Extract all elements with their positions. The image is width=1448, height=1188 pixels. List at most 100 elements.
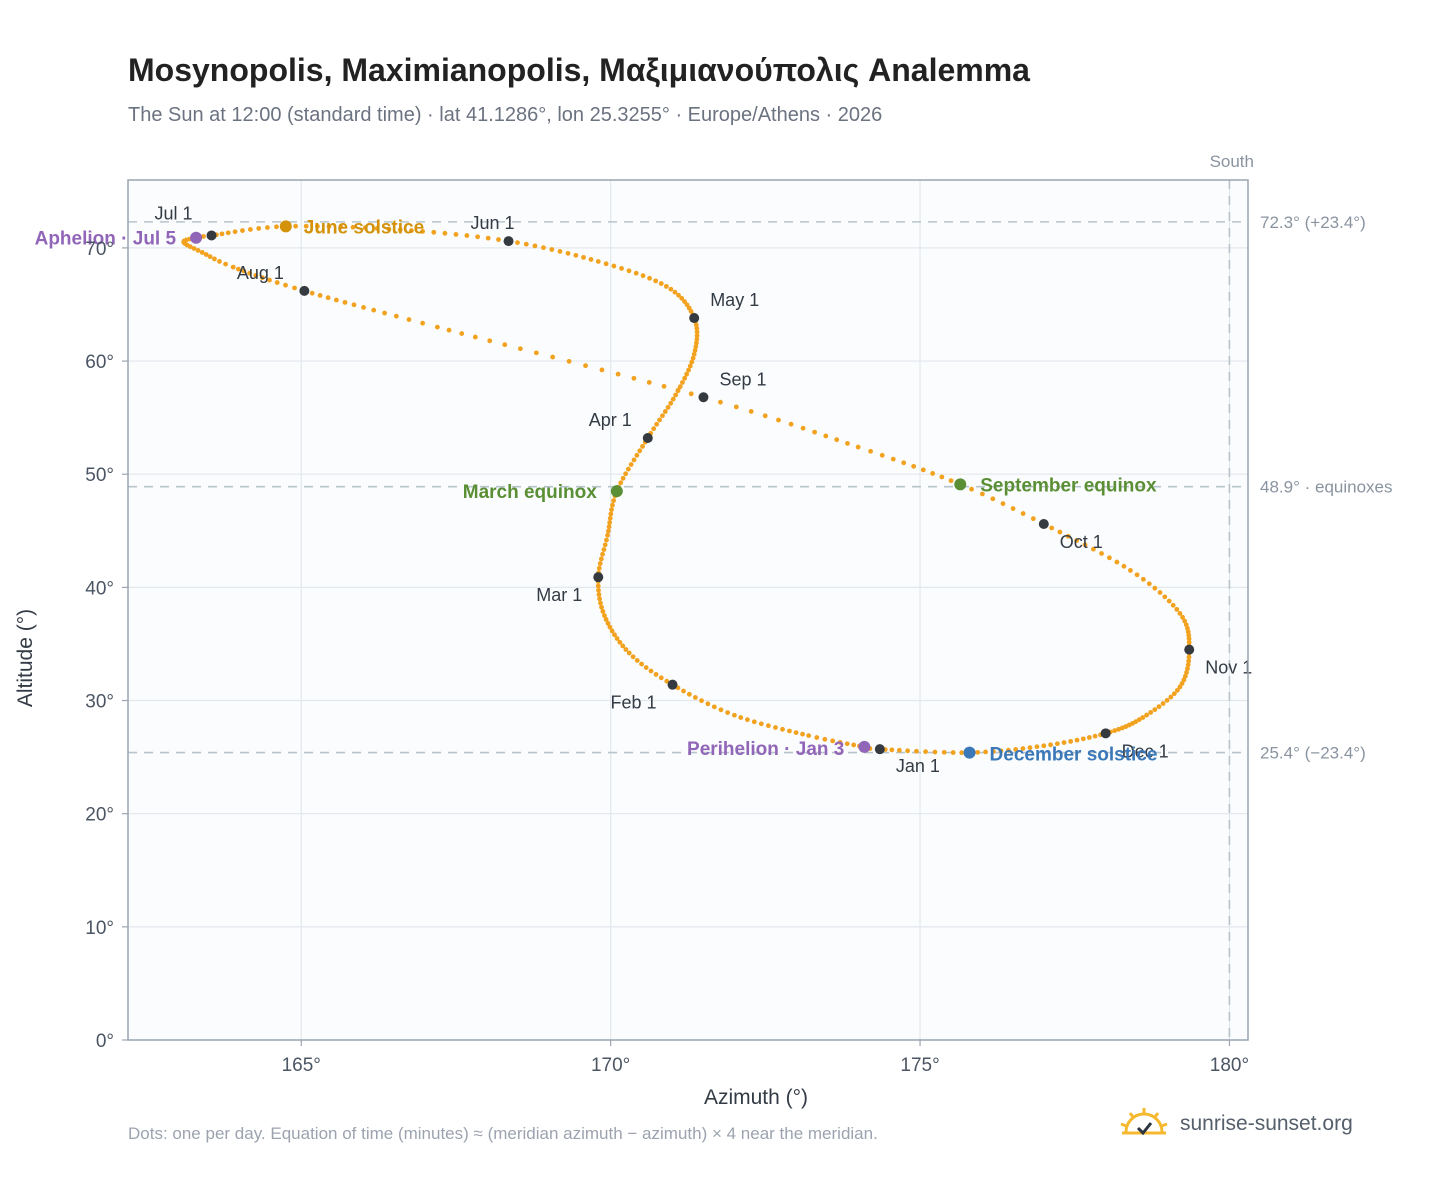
daily-dot <box>718 707 724 713</box>
daily-dot <box>446 327 452 333</box>
daily-dot <box>787 728 792 734</box>
daily-dot <box>431 229 437 235</box>
month-marker-sep-1 <box>698 392 709 403</box>
daily-dot <box>453 231 459 237</box>
daily-dot <box>682 375 688 381</box>
daily-dot <box>314 223 320 229</box>
daily-dot <box>201 234 206 239</box>
daily-dot <box>665 405 671 410</box>
daily-dot <box>608 511 614 517</box>
daily-dot <box>692 695 698 700</box>
daily-dot <box>1082 542 1088 548</box>
month-label-sep-1: Sep 1 <box>719 369 766 389</box>
brand-logo[interactable]: sunrise-sunset.org <box>1118 1104 1353 1144</box>
daily-dot <box>950 750 956 755</box>
daily-dot <box>475 234 481 240</box>
daily-dot <box>1099 551 1104 556</box>
daily-dot <box>654 421 660 427</box>
daily-dot <box>732 712 737 718</box>
daily-dot <box>1000 501 1006 507</box>
sun-logo-icon <box>1120 1108 1168 1136</box>
daily-dot <box>597 596 602 602</box>
daily-dot <box>219 231 225 237</box>
daily-dot <box>1114 559 1120 565</box>
month-marker-may-1 <box>689 313 700 324</box>
daily-dot <box>1182 673 1188 679</box>
daily-dot <box>532 243 538 249</box>
daily-dot <box>773 725 778 730</box>
daily-dot <box>420 229 426 234</box>
event-label-aphelion-jul-5: Aphelion · Jul 5 <box>35 229 177 250</box>
daily-dot <box>693 344 699 350</box>
reference-line-label: 25.4° (−23.4°) <box>1260 744 1366 763</box>
daily-dot <box>684 371 690 377</box>
reference-lines: 72.3° (+23.4°) 48.9° · equinoxes 25.4° (−2… <box>128 152 1393 1040</box>
daily-dot <box>620 643 626 649</box>
daily-dot <box>738 715 744 720</box>
event-marker-march-equinox <box>610 485 623 498</box>
daily-dot <box>374 226 380 231</box>
chart-title: Mosynopolis, Maximianopolis, Μαξιμιανούπ… <box>128 52 1030 88</box>
daily-dot <box>998 748 1004 754</box>
daily-dot <box>868 448 873 454</box>
daily-dot <box>1185 629 1191 635</box>
daily-dot <box>434 324 440 330</box>
daily-dot <box>602 613 607 619</box>
event-label-june-solstice: June solstice <box>304 217 424 238</box>
daily-dot <box>1134 572 1140 578</box>
y-tick-label: 10° <box>85 918 114 939</box>
daily-dot <box>523 241 529 247</box>
month-marker-aug-1 <box>299 285 310 296</box>
daily-dot <box>823 433 829 439</box>
daily-dot <box>623 647 629 652</box>
daily-dot <box>225 230 231 236</box>
daily-dot <box>648 668 654 674</box>
daily-dot <box>1185 662 1191 668</box>
daily-dot <box>646 379 652 385</box>
daily-dot <box>472 334 478 340</box>
daily-dot <box>1177 610 1183 616</box>
daily-dot <box>673 392 679 398</box>
daily-dot <box>765 723 771 729</box>
axes: 165° 170° 175° 180° 0° 10° 20° 30° 40° 50° 60° 70° A… <box>14 239 1249 1109</box>
plot-area <box>128 180 1248 1040</box>
daily-dot <box>687 363 693 369</box>
daily-dot <box>236 266 241 272</box>
daily-dot <box>686 367 691 373</box>
daily-dot <box>600 609 606 614</box>
x-tick-label: 165° <box>282 1055 321 1076</box>
daily-dot <box>309 290 315 296</box>
daily-dot <box>1041 743 1047 749</box>
daily-dot <box>259 275 265 281</box>
daily-dot <box>660 413 665 419</box>
daily-dot <box>601 547 607 552</box>
daily-dot <box>639 661 644 667</box>
daily-dot <box>879 452 885 458</box>
daily-dot <box>223 261 228 267</box>
daily-dot <box>694 333 700 338</box>
daily-dot <box>1144 712 1150 718</box>
daily-dot <box>602 542 608 548</box>
daily-dot <box>748 409 754 414</box>
daily-dot <box>822 736 828 742</box>
daily-dot <box>386 226 392 232</box>
daily-dot <box>515 240 520 246</box>
daily-dot <box>1148 710 1154 715</box>
daily-dot <box>658 281 664 286</box>
month-label-oct-1: Oct 1 <box>1060 532 1103 552</box>
analemma-path <box>181 223 1192 756</box>
daily-dot <box>459 331 465 336</box>
daily-dot <box>541 245 546 251</box>
daily-dot <box>420 320 426 326</box>
daily-dot <box>793 730 799 735</box>
daily-dot <box>253 272 259 278</box>
daily-dot <box>1146 581 1152 587</box>
daily-dot <box>620 475 626 481</box>
daily-dot <box>651 426 657 432</box>
daily-dot <box>855 444 861 450</box>
daily-dot <box>1054 741 1060 747</box>
daily-dot <box>647 275 652 281</box>
daily-dot <box>788 421 794 427</box>
daily-dot <box>800 731 805 737</box>
daily-dot <box>911 463 917 469</box>
